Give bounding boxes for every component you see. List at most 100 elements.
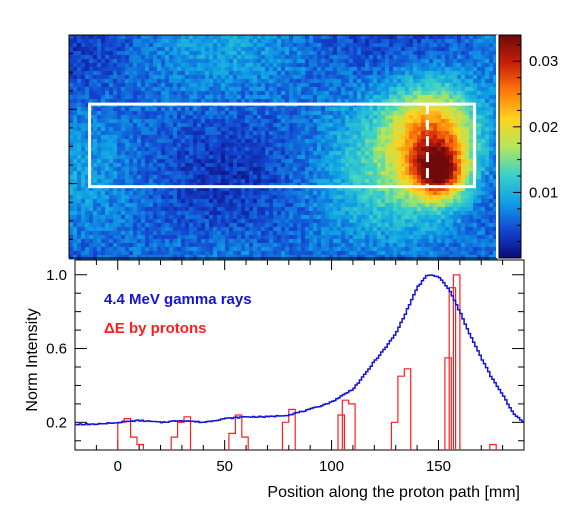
heatmap-cell — [421, 51, 426, 56]
heatmap-cell — [85, 55, 90, 60]
heatmap-cell — [281, 203, 286, 208]
heatmap-cell — [205, 55, 210, 60]
heatmap-cell — [237, 235, 242, 240]
heatmap-cell — [93, 231, 98, 236]
heatmap-cell — [397, 43, 402, 48]
heatmap-cell — [69, 39, 74, 44]
heatmap-cell — [153, 95, 158, 100]
heatmap-cell — [289, 123, 294, 128]
heatmap-cell — [297, 47, 302, 52]
heatmap-cell — [325, 79, 330, 84]
heatmap-cell — [221, 143, 226, 148]
heatmap-cell — [117, 187, 122, 192]
heatmap-cell — [353, 147, 358, 152]
heatmap-cell — [149, 75, 154, 80]
heatmap-cell — [421, 75, 426, 80]
heatmap-cell — [177, 143, 182, 148]
heatmap-cell — [97, 147, 102, 152]
heatmap-cell — [69, 191, 74, 196]
heatmap-cell — [421, 83, 426, 88]
heatmap-cell — [97, 111, 102, 116]
heatmap-cell — [97, 163, 102, 168]
heatmap-cell — [409, 191, 414, 196]
heatmap-cell — [341, 67, 346, 72]
heatmap-cell — [265, 151, 270, 156]
heatmap-cell — [77, 51, 82, 56]
heatmap-cell — [265, 199, 270, 204]
heatmap-cell — [117, 119, 122, 124]
heatmap-cell — [413, 171, 418, 176]
heatmap-cell — [245, 223, 250, 228]
heatmap-cell — [409, 75, 414, 80]
heatmap-cell — [277, 87, 282, 92]
heatmap-cell — [397, 247, 402, 252]
heatmap-cell — [333, 111, 338, 116]
heatmap-cell — [141, 171, 146, 176]
heatmap-cell — [401, 215, 406, 220]
heatmap-cell — [89, 243, 94, 248]
heatmap-cell — [153, 119, 158, 124]
heatmap-cell — [289, 219, 294, 224]
heatmap-cell — [265, 55, 270, 60]
heatmap-cell — [285, 219, 290, 224]
heatmap-cell — [117, 67, 122, 72]
heatmap-cell — [249, 67, 254, 72]
heatmap-cell — [261, 115, 266, 120]
heatmap-cell — [401, 91, 406, 96]
heatmap-cell — [409, 55, 414, 60]
heatmap-cell — [81, 59, 86, 64]
heatmap-panel — [68, 34, 498, 260]
heatmap-cell — [413, 123, 418, 128]
heatmap-cell — [333, 63, 338, 68]
heatmap-cell — [365, 243, 370, 248]
heatmap-cell — [321, 59, 326, 64]
heatmap-cell — [293, 79, 298, 84]
heatmap-cell — [329, 55, 334, 60]
heatmap-cell — [361, 83, 366, 88]
heatmap-cell — [385, 63, 390, 68]
heatmap-cell — [113, 99, 118, 104]
heatmap-cell — [285, 147, 290, 152]
heatmap-cell — [217, 131, 222, 136]
heatmap-cell — [133, 107, 138, 112]
heatmap-cell — [233, 155, 238, 160]
heatmap-cell — [397, 55, 402, 60]
heatmap-cell — [113, 71, 118, 76]
heatmap-cell — [209, 79, 214, 84]
heatmap-cell — [341, 171, 346, 176]
heatmap-cell — [97, 171, 102, 176]
heatmap-cell — [341, 215, 346, 220]
heatmap-cell — [245, 199, 250, 204]
heatmap-cell — [345, 43, 350, 48]
heatmap-cell — [113, 195, 118, 200]
heatmap-cell — [401, 239, 406, 244]
heatmap-cell — [101, 143, 106, 148]
heatmap-cell — [113, 67, 118, 72]
heatmap-cell — [137, 171, 142, 176]
heatmap-cell — [249, 223, 254, 228]
heatmap-cell — [97, 239, 102, 244]
heatmap-cell — [153, 231, 158, 236]
heatmap-cell — [425, 51, 430, 56]
heatmap-cell — [413, 71, 418, 76]
heatmap-cell — [409, 51, 414, 56]
heatmap-cell — [393, 63, 398, 68]
heatmap-cell — [197, 123, 202, 128]
heatmap-cell — [393, 107, 398, 112]
heatmap-cell — [189, 155, 194, 160]
heatmap-cell — [209, 59, 214, 64]
heatmap-cell — [173, 175, 178, 180]
heatmap-cell — [97, 123, 102, 128]
heatmap-cell — [173, 179, 178, 184]
heatmap-cell — [129, 63, 134, 68]
heatmap-cell — [337, 123, 342, 128]
heatmap-cell — [289, 147, 294, 152]
heatmap-cell — [277, 71, 282, 76]
heatmap-cell — [289, 111, 294, 116]
heatmap-cell — [225, 123, 230, 128]
heatmap-cell — [117, 207, 122, 212]
heatmap-cell — [357, 87, 362, 92]
heatmap-cell — [193, 167, 198, 172]
heatmap-cell — [89, 87, 94, 92]
heatmap-cell — [293, 99, 298, 104]
